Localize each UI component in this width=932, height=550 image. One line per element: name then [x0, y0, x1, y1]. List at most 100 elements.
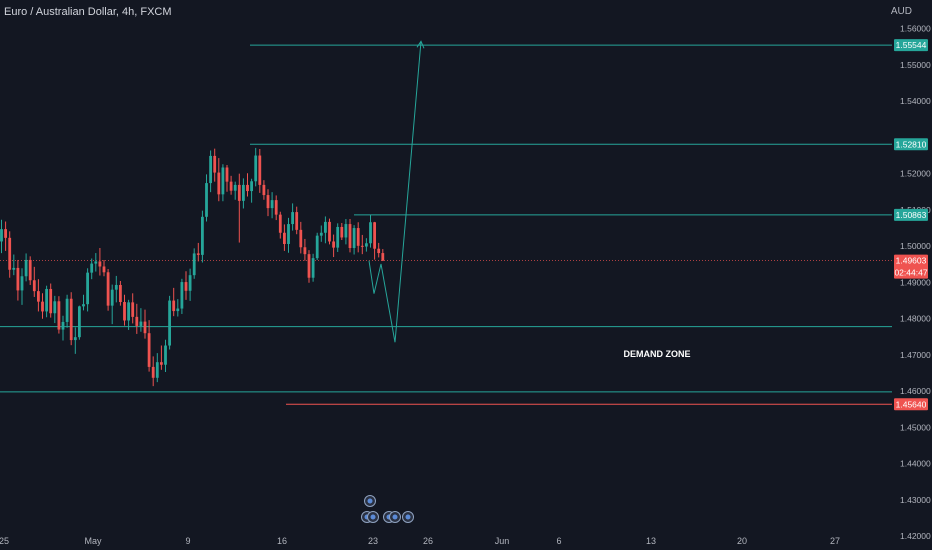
candle-body[interactable] [16, 267, 20, 291]
candle-body[interactable] [143, 321, 147, 334]
candle-body[interactable] [369, 222, 372, 244]
candle-body[interactable] [311, 258, 315, 278]
candle-body[interactable] [303, 247, 307, 255]
candle-body[interactable] [12, 267, 16, 270]
candle-body[interactable] [356, 228, 360, 246]
candle-body[interactable] [41, 301, 44, 312]
candle-body[interactable] [270, 200, 274, 209]
candle-body[interactable] [229, 181, 233, 191]
price-tag[interactable] [894, 208, 928, 221]
candle-body[interactable] [160, 362, 163, 365]
candle-body[interactable] [324, 221, 327, 233]
candle-body[interactable] [291, 212, 294, 225]
candle-body[interactable] [119, 284, 122, 303]
candle-body[interactable] [242, 184, 245, 201]
candle-body[interactable] [82, 304, 85, 307]
candle-body[interactable] [86, 272, 89, 305]
candle-body[interactable] [168, 300, 171, 346]
candle-body[interactable] [315, 235, 319, 259]
candle-body[interactable] [78, 306, 81, 338]
candle-body[interactable] [377, 248, 381, 254]
candle-body[interactable] [201, 216, 204, 255]
candle-body[interactable] [69, 298, 73, 341]
candle-body[interactable] [151, 366, 155, 378]
candle-body[interactable] [266, 195, 270, 209]
price-tag[interactable] [894, 254, 928, 279]
candle-body[interactable] [365, 243, 368, 247]
candle-body[interactable] [127, 302, 130, 321]
candle-body[interactable] [102, 266, 106, 273]
candle-body[interactable] [233, 184, 237, 191]
candle-body[interactable] [49, 288, 53, 314]
candle-body[interactable] [155, 362, 159, 378]
candle-body[interactable] [217, 172, 221, 195]
candle-body[interactable] [135, 316, 139, 326]
candle-body[interactable] [262, 184, 266, 196]
candle-body[interactable] [57, 301, 61, 330]
candle-body[interactable] [344, 224, 348, 238]
candle-body[interactable] [319, 232, 323, 236]
candle-body[interactable] [196, 253, 200, 255]
price-tag[interactable] [894, 39, 928, 52]
candle-body[interactable] [278, 214, 282, 233]
candle-body[interactable] [295, 212, 299, 230]
candle-body[interactable] [225, 167, 229, 182]
candle-body[interactable] [114, 284, 118, 290]
candle-body[interactable] [299, 229, 303, 248]
candle-body[interactable] [274, 200, 278, 215]
candle-body[interactable] [28, 259, 32, 281]
candle-body[interactable] [106, 272, 110, 306]
candle-body[interactable] [250, 181, 253, 192]
candle-body[interactable] [180, 282, 184, 309]
candle-body[interactable] [307, 254, 311, 278]
candle-body[interactable] [213, 155, 217, 173]
candle-body[interactable] [123, 302, 126, 321]
candle-body[interactable] [61, 321, 65, 330]
candle-body[interactable] [209, 155, 212, 184]
candle-body[interactable] [73, 337, 77, 341]
candle-body[interactable] [254, 155, 258, 182]
candle-body[interactable] [336, 226, 340, 248]
candle-body[interactable] [4, 229, 7, 238]
candle-body[interactable] [258, 155, 262, 185]
candle-body[interactable] [0, 229, 3, 242]
candle-body[interactable] [221, 167, 225, 195]
candle-body[interactable] [176, 308, 180, 312]
candle-body[interactable] [139, 321, 143, 326]
price-tag[interactable] [894, 398, 928, 411]
candle-body[interactable] [192, 253, 196, 276]
candle-body[interactable] [8, 237, 12, 270]
candle-body[interactable] [131, 302, 135, 317]
projection-path[interactable] [368, 41, 422, 343]
candle-body[interactable] [65, 298, 69, 322]
candle-body[interactable] [147, 333, 151, 367]
candle-body[interactable] [45, 288, 48, 312]
candle-body[interactable] [348, 224, 352, 248]
candle-body[interactable] [328, 221, 331, 242]
candle-body[interactable] [287, 224, 290, 245]
candle-body[interactable] [283, 232, 286, 245]
candle-body[interactable] [381, 253, 385, 261]
symbol-title[interactable]: Euro / Australian Dollar, 4h, FXCM [4, 6, 172, 18]
candle-body[interactable] [37, 291, 40, 302]
candle-body[interactable] [237, 184, 241, 201]
candle-body[interactable] [94, 261, 98, 264]
candle-body[interactable] [340, 226, 344, 238]
price-tag[interactable] [894, 138, 928, 151]
candle-body[interactable] [98, 261, 102, 267]
candle-body[interactable] [164, 345, 167, 365]
candle-body[interactable] [32, 280, 36, 292]
candle-body[interactable] [90, 263, 94, 273]
candle-body[interactable] [360, 245, 364, 247]
candle-body[interactable] [373, 222, 376, 249]
candle-body[interactable] [246, 184, 249, 192]
candle-body[interactable] [188, 275, 192, 291]
candle-body[interactable] [172, 300, 176, 312]
candle-body[interactable] [352, 228, 356, 248]
candle-body[interactable] [24, 259, 28, 277]
candle-body[interactable] [53, 301, 57, 314]
candle-body[interactable] [20, 276, 24, 291]
candle-body[interactable] [332, 241, 335, 248]
candle-body[interactable] [184, 282, 188, 291]
